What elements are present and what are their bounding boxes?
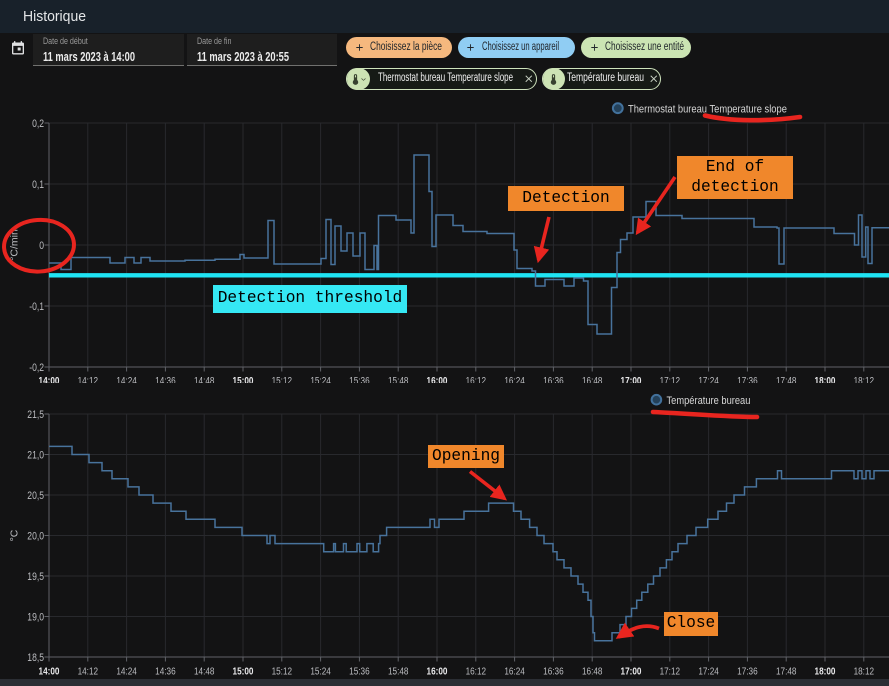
svg-text:16:48: 16:48 [582, 374, 602, 383]
svg-text:0,1: 0,1 [32, 179, 44, 191]
svg-text:19,5: 19,5 [27, 571, 44, 583]
svg-text:16:24: 16:24 [504, 664, 524, 676]
svg-text:15:12: 15:12 [272, 664, 292, 676]
svg-text:18,5: 18,5 [27, 652, 44, 664]
svg-text:17:12: 17:12 [660, 374, 680, 383]
svg-text:21,5: 21,5 [27, 409, 44, 421]
svg-text:14:24: 14:24 [116, 374, 136, 383]
svg-text:14:12: 14:12 [78, 664, 98, 676]
svg-text:17:00: 17:00 [621, 374, 642, 383]
svg-text:17:48: 17:48 [776, 664, 796, 676]
svg-text:17:24: 17:24 [698, 374, 718, 383]
svg-text:18:12: 18:12 [854, 664, 874, 676]
svg-text:17:48: 17:48 [776, 374, 796, 383]
svg-text:°C/min: °C/min [9, 229, 21, 261]
svg-text:0: 0 [39, 240, 44, 252]
svg-text:21,0: 21,0 [27, 449, 44, 461]
svg-text:14:48: 14:48 [194, 374, 214, 383]
svg-text:17:00: 17:00 [621, 664, 642, 676]
svg-text:14:24: 14:24 [116, 664, 136, 676]
svg-text:15:48: 15:48 [388, 664, 408, 676]
svg-text:18:00: 18:00 [815, 374, 836, 383]
svg-text:20,5: 20,5 [27, 490, 44, 502]
svg-text:14:00: 14:00 [39, 374, 60, 383]
svg-text:°C: °C [9, 529, 21, 541]
svg-text:16:24: 16:24 [504, 374, 524, 383]
svg-text:15:00: 15:00 [233, 374, 254, 383]
svg-text:18:12: 18:12 [854, 374, 874, 383]
svg-text:16:12: 16:12 [466, 664, 486, 676]
svg-text:18:00: 18:00 [815, 664, 836, 676]
svg-text:14:12: 14:12 [78, 374, 98, 383]
svg-text:15:48: 15:48 [388, 374, 408, 383]
svg-text:15:12: 15:12 [272, 374, 292, 383]
svg-text:16:12: 16:12 [466, 374, 486, 383]
svg-text:16:00: 16:00 [427, 664, 448, 676]
svg-text:16:48: 16:48 [582, 664, 602, 676]
svg-text:16:00: 16:00 [427, 374, 448, 383]
svg-text:17:12: 17:12 [660, 664, 680, 676]
svg-text:-0,1: -0,1 [29, 301, 44, 313]
svg-text:17:24: 17:24 [698, 664, 718, 676]
svg-text:Température bureau: Température bureau [667, 395, 751, 407]
svg-text:15:36: 15:36 [349, 664, 369, 676]
svg-text:17:36: 17:36 [737, 374, 757, 383]
svg-text:14:36: 14:36 [155, 664, 175, 676]
svg-text:17:36: 17:36 [737, 664, 757, 676]
svg-text:14:00: 14:00 [39, 664, 60, 676]
svg-text:15:24: 15:24 [310, 664, 330, 676]
svg-text:16:36: 16:36 [543, 664, 563, 676]
svg-text:0,2: 0,2 [32, 118, 44, 130]
svg-text:14:48: 14:48 [194, 664, 214, 676]
svg-text:19,0: 19,0 [27, 611, 44, 623]
svg-text:-0,2: -0,2 [29, 362, 44, 374]
svg-text:Thermostat bureau Temperature: Thermostat bureau Temperature slope [628, 104, 787, 116]
svg-text:20,0: 20,0 [27, 530, 44, 542]
svg-text:14:36: 14:36 [155, 374, 175, 383]
svg-text:16:36: 16:36 [543, 374, 563, 383]
svg-text:15:24: 15:24 [310, 374, 330, 383]
svg-text:15:36: 15:36 [349, 374, 369, 383]
svg-text:15:00: 15:00 [233, 664, 254, 676]
